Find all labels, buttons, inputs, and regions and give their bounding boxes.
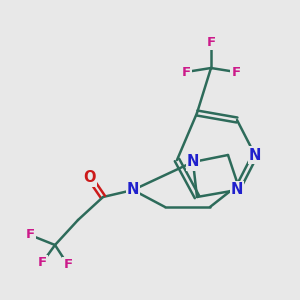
Text: O: O: [84, 170, 96, 185]
Text: F: F: [182, 65, 190, 79]
Text: N: N: [127, 182, 139, 197]
Text: N: N: [249, 148, 261, 163]
Text: F: F: [231, 65, 241, 79]
Text: N: N: [231, 182, 243, 197]
Text: F: F: [38, 256, 46, 269]
Text: F: F: [206, 35, 216, 49]
Text: N: N: [187, 154, 199, 169]
Text: F: F: [63, 259, 73, 272]
Text: F: F: [26, 229, 34, 242]
